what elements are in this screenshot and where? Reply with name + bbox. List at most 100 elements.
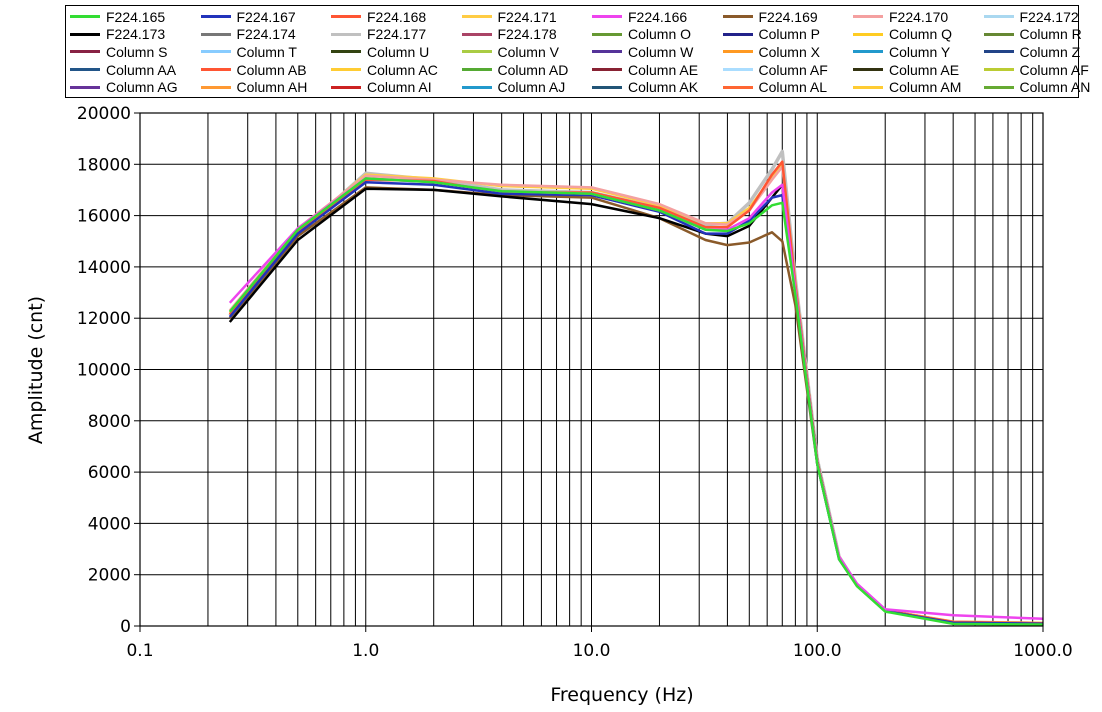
legend-item: Column T (200, 43, 332, 61)
legend-swatch (331, 85, 361, 89)
legend-swatch (853, 15, 883, 19)
legend-item: F224.177 (331, 26, 462, 44)
legend-item: Column Y (853, 43, 984, 61)
legend-swatch (461, 68, 492, 72)
legend-swatch (983, 68, 1014, 72)
legend-item: Column Q (853, 26, 984, 44)
y-tick-label: 2000 (88, 566, 131, 586)
legend-swatch (331, 68, 361, 72)
y-tick-label: 0 (120, 617, 131, 637)
legend-label: Column Y (889, 43, 951, 60)
legend-label: F224.168 (367, 8, 427, 25)
legend-item: Column S (70, 43, 201, 61)
legend-swatch (70, 68, 100, 72)
legend-item: Column AM (853, 78, 984, 96)
legend-item: Column X (722, 43, 854, 61)
legend-item: Column AA (70, 61, 201, 79)
legend-label: F224.177 (367, 26, 427, 43)
legend-swatch (722, 68, 753, 72)
legend-swatch (461, 50, 492, 54)
legend-label: Column Q (889, 26, 953, 43)
series-layer (228, 149, 1044, 626)
y-axis-title: Amplitude (cnt) (25, 295, 47, 445)
legend-label: F224.172 (1019, 8, 1079, 25)
legend-label: F224.169 (758, 8, 818, 25)
legend-item: F224.178 (461, 26, 593, 44)
legend-swatch (983, 85, 1014, 89)
legend-swatch (983, 32, 1014, 36)
legend-item: Column AD (461, 61, 593, 79)
legend-swatch (983, 50, 1014, 54)
legend-swatch (722, 50, 753, 54)
y-tick-label: 20000 (77, 104, 131, 124)
legend-item: Column O (592, 26, 723, 44)
legend-label: Column U (367, 43, 430, 60)
legend-label: F224.178 (497, 26, 557, 43)
legend-label: Column AC (367, 61, 438, 78)
y-tick-label: 14000 (77, 258, 131, 278)
legend-label: Column Z (1019, 43, 1081, 60)
legend-label: Column S (106, 43, 168, 60)
legend-swatch (200, 68, 231, 72)
legend-swatch (983, 15, 1014, 19)
legend-swatch (331, 32, 361, 36)
legend-item: Column W (592, 43, 723, 61)
legend-swatch (200, 32, 231, 36)
legend-item: Column AG (70, 78, 201, 96)
chart-legend: F224.165 F224.167 F224.168 F224.171 F224.166… (65, 5, 1090, 98)
legend-swatch (592, 50, 622, 54)
legend-swatch (70, 15, 100, 19)
y-tick-label: 12000 (77, 309, 131, 329)
x-tick-label: 10.0 (573, 641, 611, 661)
legend-item: Column Z (983, 43, 1102, 61)
legend-label: Column AH (236, 79, 308, 96)
x-tick-label: 1000.0 (1013, 641, 1072, 661)
legend-label: Column O (628, 26, 692, 43)
legend-label: F224.167 (236, 8, 296, 25)
legend-swatch (70, 85, 100, 89)
series-f224-166 (228, 177, 1044, 621)
series-f224-168 (228, 160, 1044, 625)
legend-label: Column AG (106, 79, 178, 96)
legend-label: Column R (1019, 26, 1082, 43)
legend-grid: F224.165 F224.167 F224.168 F224.171 F224.166… (70, 8, 1102, 96)
legend-item: Column AJ (461, 78, 593, 96)
legend-swatch (70, 32, 100, 36)
legend-swatch (722, 32, 753, 36)
y-tick-label: 6000 (88, 463, 131, 483)
legend-item: Column U (331, 43, 462, 61)
legend-swatch (592, 15, 622, 19)
legend-swatch (853, 68, 883, 72)
x-tick-label: 1.0 (352, 641, 379, 661)
legend-label: F224.171 (497, 8, 557, 25)
legend-swatch (592, 32, 622, 36)
legend-item: Column AE (853, 61, 984, 79)
legend-swatch (853, 50, 883, 54)
x-tick-label: 0.1 (126, 641, 153, 661)
legend-label: Column AJ (497, 79, 566, 96)
legend-item: F224.169 (722, 8, 854, 26)
legend-item: Column AF (983, 61, 1102, 79)
legend-label: F224.174 (236, 26, 296, 43)
legend-label: F224.166 (628, 8, 688, 25)
legend-label: Column P (758, 26, 820, 43)
axis-layer: 0 2000 4000 6000 8000 10000 12000 14000 16000 180… (77, 104, 1073, 661)
legend-label: Column T (236, 43, 297, 60)
legend-item: F224.165 (70, 8, 201, 26)
y-tick-label: 8000 (88, 412, 131, 432)
legend-label: F224.170 (889, 8, 949, 25)
y-tick-label: 4000 (88, 514, 131, 534)
y-tick-label: 16000 (77, 207, 131, 227)
legend-swatch (853, 32, 883, 36)
legend-swatch (592, 85, 622, 89)
series-f224-171 (228, 163, 1044, 625)
legend-item: Column AL (722, 78, 854, 96)
legend-label: Column AE (628, 61, 699, 78)
series-f224-177 (228, 149, 1044, 626)
legend-item: F224.167 (200, 8, 332, 26)
legend-swatch (331, 50, 361, 54)
legend-swatch (722, 85, 753, 89)
series-f224-170 (228, 165, 1044, 625)
legend-label: Column AF (1019, 61, 1089, 78)
